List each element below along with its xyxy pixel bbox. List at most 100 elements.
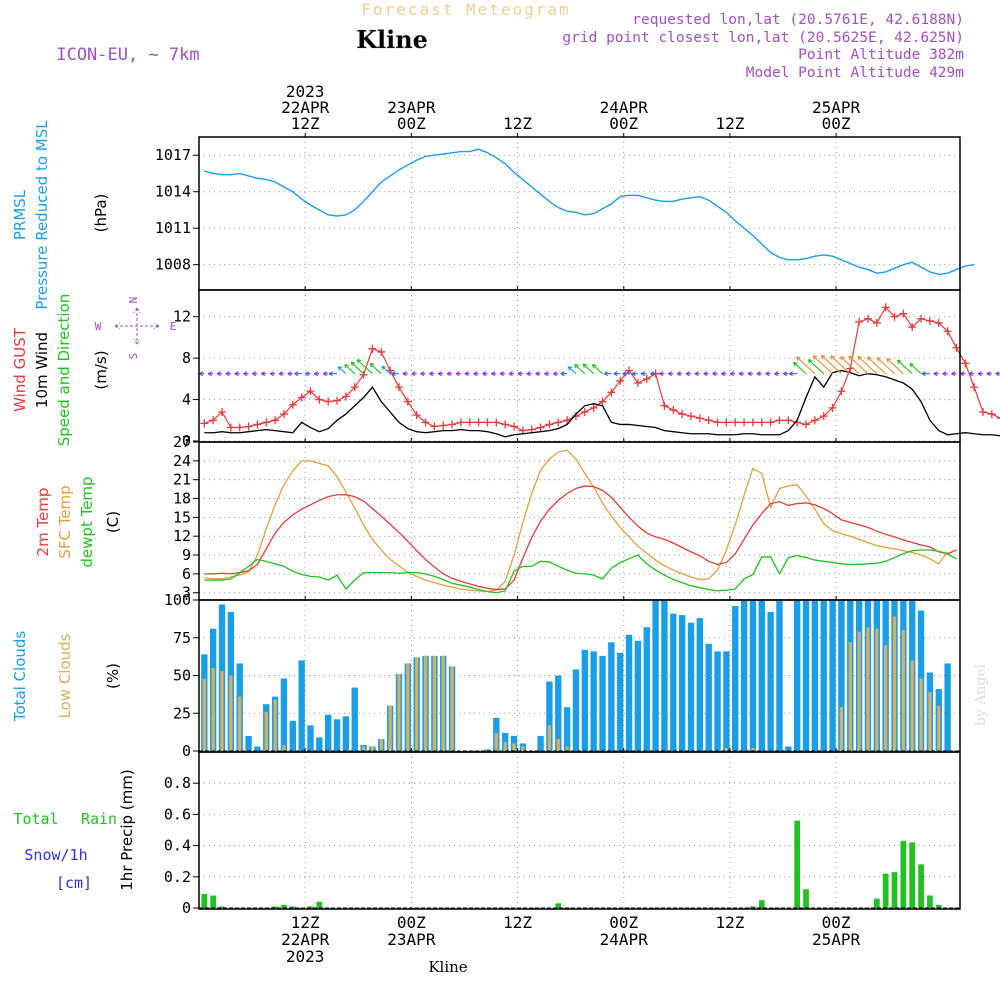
wind-arrow-head (896, 359, 902, 365)
wind-arrow-head (207, 371, 212, 377)
wind-arrow (592, 364, 603, 375)
bar-rain (201, 893, 208, 908)
bottom-time-label: 2023 (286, 947, 325, 966)
footer-location: Kline (428, 958, 467, 976)
y-tick-label: 75 (173, 629, 191, 647)
wind-arrow-head (866, 356, 872, 361)
gust-marker (633, 379, 642, 387)
compass-n: N (127, 297, 140, 304)
wind-arrow (344, 364, 356, 375)
top-time-label: 12Z (291, 114, 320, 133)
wind-arrow-head (986, 371, 991, 377)
bar-total-clouds (643, 627, 650, 751)
gust-marker (740, 418, 749, 427)
gust-marker (704, 416, 713, 425)
wind-arrow (867, 356, 887, 375)
y-tick-label: 1011 (155, 219, 191, 237)
y-tick-label: 21 (173, 471, 191, 489)
wind-arrow-head (567, 366, 573, 371)
wind-arrow-head (812, 355, 818, 360)
gust-marker (324, 397, 333, 406)
wind-arrow (848, 355, 869, 375)
gust-marker (209, 416, 218, 425)
top-time-label: 2023 (286, 82, 325, 101)
wind-arrow-head (402, 371, 407, 377)
bar-low-clouds (892, 616, 897, 751)
y-tick-label: 27 (173, 433, 191, 451)
gust-marker (580, 408, 589, 416)
bar-low-clouds (282, 744, 286, 751)
gust-marker (598, 397, 607, 406)
y-tick-label: 1017 (155, 146, 191, 164)
bar-total-clouds (670, 613, 677, 751)
gust-marker (784, 416, 793, 425)
wind-arrow-head (252, 371, 257, 377)
wind-arrow-head (356, 359, 362, 364)
gust-marker (421, 418, 430, 427)
top-time-label: 25APR (812, 98, 861, 117)
y-tick-label: 1008 (155, 256, 191, 274)
gust-marker (306, 387, 315, 396)
bar-low-clouds (220, 670, 224, 751)
gust-marker (686, 412, 695, 421)
gust-marker (288, 400, 297, 409)
bar-total-clouds (546, 681, 553, 751)
wind-arrow-head (631, 371, 636, 377)
bar-low-clouds (379, 738, 383, 751)
bar-total-clouds (608, 642, 615, 751)
y-tick-label: 0.8 (164, 774, 191, 792)
wind-arrow-head (793, 361, 798, 367)
gust-marker (377, 347, 386, 356)
bar-rain (316, 901, 323, 908)
gust-marker (669, 405, 678, 414)
bar-rain (918, 864, 924, 908)
wind-arrow-head (337, 366, 343, 371)
bar-low-clouds (547, 725, 552, 751)
wind-arrow-head (535, 371, 540, 377)
wind-arrow-head (774, 371, 779, 377)
label-sfc-temp: SFC Temp (56, 485, 74, 558)
bar-rain (555, 903, 562, 908)
bar-total-clouds (705, 643, 712, 751)
wind-arrow-head (960, 371, 965, 377)
y-tick-label: 3 (182, 584, 191, 602)
wind-arrow (369, 363, 382, 375)
bar-total-clouds (802, 600, 810, 751)
wind-arrow (812, 355, 833, 375)
wind-arrow-head (314, 371, 319, 377)
bar-low-clouds (406, 663, 410, 751)
label-ms: (m/s) (92, 350, 110, 389)
bar-low-clouds (388, 705, 392, 751)
gust-marker (802, 420, 811, 429)
label-dewpt-temp: dewpt Temp (78, 476, 96, 567)
bottom-time-label: 12Z (503, 913, 532, 932)
bar-total-clouds (758, 600, 765, 751)
y-tick-label: 0 (182, 899, 191, 917)
bar-total-clouds (599, 655, 606, 751)
bar-low-clouds (450, 666, 454, 751)
top-time-label: 00Z (609, 114, 638, 133)
wind-arrow-head (783, 371, 788, 377)
bar-total-clouds (696, 618, 704, 751)
gust-marker (439, 421, 448, 430)
wind-arrow-head (685, 371, 690, 377)
bar-total-clouds (652, 600, 659, 751)
gust-marker (563, 416, 572, 425)
bar-low-clouds (397, 673, 401, 751)
model-altitude: Model Point Altitude 429m (746, 65, 965, 81)
top-time-label: 24APR (600, 98, 649, 117)
bottom-time-label: 12Z (715, 913, 744, 932)
wind-arrow-head (729, 371, 735, 377)
bar-total-clouds (838, 600, 845, 751)
bar-rain (758, 900, 765, 908)
wind-arrow-head (995, 371, 1000, 377)
bottom-time-label: 22APR (281, 930, 330, 949)
bar-total-clouds (298, 660, 305, 751)
bottom-time-label: 23APR (387, 930, 436, 949)
label-percent: (%) (104, 663, 122, 689)
bar-low-clouds (273, 699, 277, 751)
series-line-10m-wind (204, 369, 1000, 438)
label-cm: [cm] (56, 874, 92, 892)
bar-total-clouds (325, 714, 332, 751)
bar-total-clouds (944, 663, 951, 751)
